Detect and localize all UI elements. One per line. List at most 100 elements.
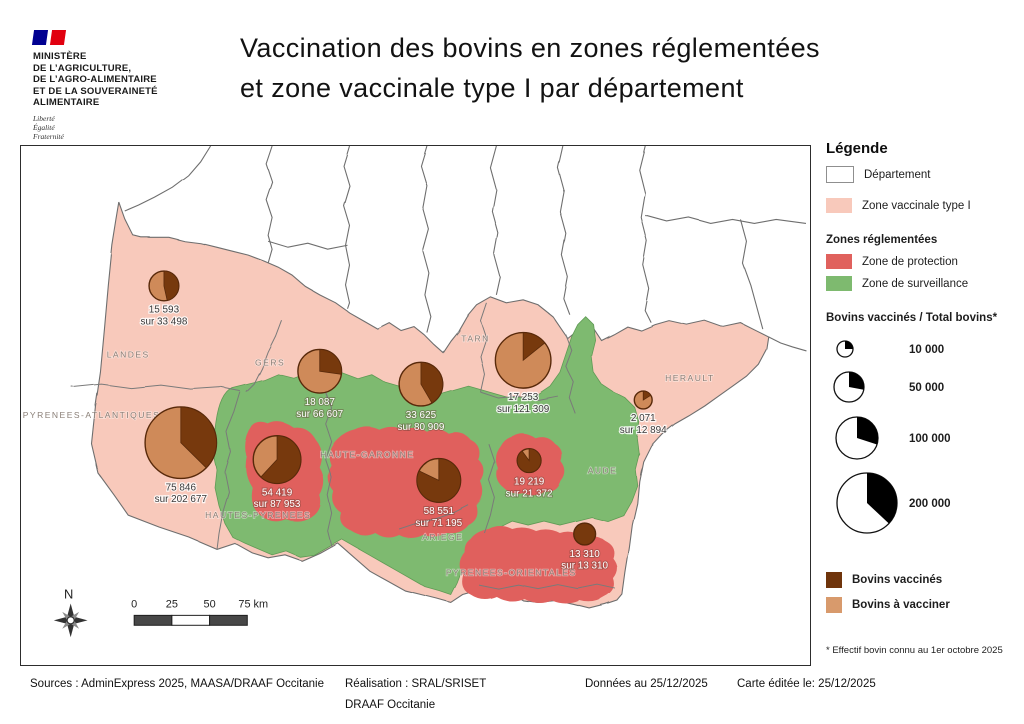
pie-value: 33 625	[406, 410, 437, 421]
department-label: HAUTE-GARONNE	[320, 450, 414, 460]
pie-vaccinated-wedge	[416, 458, 462, 503]
scale-bar: 0 25 50 75 km	[131, 598, 268, 626]
pie-total: sur 12 894	[620, 425, 667, 436]
white-department-borders	[125, 145, 807, 351]
pie-total: sur 121 309	[497, 404, 550, 415]
footer-realisation-1: Réalisation : SRAL/SRISET	[345, 678, 487, 690]
blob-protection-central	[328, 426, 485, 538]
ministry-logo: MINISTÈRE DE L’AGRICULTURE, DE L’AGRO-AL…	[31, 30, 223, 141]
department-label: LANDES	[107, 349, 150, 359]
pie-value: 54 419	[262, 487, 293, 498]
legend-item-bovins-a-vacciner: Bovins à vacciner	[826, 597, 950, 613]
legend-size-title: Bovins vaccinés / Total bovins*	[826, 312, 998, 324]
size-circle-label: 200 000	[909, 498, 951, 510]
legend-item-zone-vaccinale: Zone vaccinale type I	[826, 198, 971, 213]
pie-vaccinated-wedge	[260, 435, 302, 484]
zone-protection-swatch	[826, 254, 852, 269]
size-legend: 10 000 50 000 100 000 200 000	[833, 340, 951, 534]
pie-vaccinated-wedge	[522, 332, 546, 362]
bovins-a-vacciner-swatch	[826, 597, 842, 613]
ministry-line: MINISTÈRE	[33, 51, 87, 62]
french-flag-icon	[31, 30, 67, 45]
pie-total: sur 21 372	[506, 488, 553, 499]
map-frame: LANDES GERS TARN HERAULT PYRENEES-ATLANTIQUE…	[20, 145, 811, 666]
pie-total: sur 33 498	[141, 317, 188, 328]
footer-realisation-2: DRAAF Occitanie	[345, 699, 436, 711]
legend: Légende Département Zone vaccinale type …	[824, 140, 1022, 670]
legend-title: Légende	[826, 140, 888, 157]
map-canvas: LANDES GERS TARN HERAULT PYRENEES-ATLANTIQUE…	[22, 145, 807, 638]
title-line-2: et zone vaccinale type I par département	[240, 73, 744, 103]
department-labels: LANDES GERS TARN HERAULT PYRENEES-ATLANTIQUE…	[22, 333, 715, 579]
footer-carte-editee: Carte éditée le: 25/12/2025	[737, 678, 876, 690]
pie-vaccinated-wedge	[516, 448, 542, 473]
department-label: ARIEGE	[422, 532, 463, 542]
legend-reglementees-title: Zones réglementées	[826, 234, 938, 246]
size-circle-label: 10 000	[909, 344, 944, 356]
pie-value: 75 846	[166, 482, 197, 493]
pie-total: sur 66 607	[296, 409, 343, 420]
department-label: GERS	[255, 357, 285, 367]
department-label: HAUTES-PYRENEES	[205, 510, 311, 520]
pie-value: 2 071	[631, 413, 656, 424]
legend-item-protection: Zone de protection	[826, 254, 958, 269]
department-label: AUDE	[588, 465, 618, 475]
title-line-1: Vaccination des bovins en zones réglemen…	[240, 33, 820, 63]
pie-total: sur 13 310	[561, 561, 608, 572]
legend-item-surveillance: Zone de surveillance	[826, 276, 968, 291]
pie-vaccinated-wedge	[163, 270, 180, 301]
pie-vaccinated-wedge	[642, 390, 652, 401]
footer-donnees: Données au 25/12/2025	[585, 678, 708, 690]
pie-total: sur 80 909	[398, 422, 445, 433]
size-circle-label: 100 000	[909, 433, 951, 445]
department-label: PYRENEES-ATLANTIQUES	[23, 410, 160, 420]
size-circle-wedge	[845, 341, 853, 349]
pie-base	[573, 522, 597, 546]
footer-sources: Sources : AdminExpress 2025, MAASA/DRAAF…	[30, 678, 325, 690]
department-label: TARN	[461, 333, 490, 343]
size-circle-wedge	[857, 417, 878, 445]
pie-vaccinated-wedge	[319, 349, 342, 375]
scale-tick-25: 25	[166, 598, 178, 610]
ministry-line: ALIMENTAIRE	[33, 97, 100, 108]
zone-vaccinale-swatch	[826, 198, 852, 213]
zone-surveillance-swatch	[826, 276, 852, 291]
pie-value: 15 593	[149, 305, 180, 316]
bovins-vaccines-swatch	[826, 572, 842, 588]
ministry-line: DE L’AGRICULTURE,	[33, 62, 132, 74]
pie-value: 13 310	[570, 549, 601, 560]
department-label: HERAULT	[665, 373, 715, 383]
pie-value: 19 219	[514, 476, 545, 487]
departement-swatch	[826, 166, 854, 183]
ministry-line: DE L’AGRO-ALIMENTAIRE	[33, 74, 157, 85]
compass-north-label: N	[64, 586, 73, 601]
pie-value: 17 253	[508, 392, 539, 403]
scale-tick-50: 50	[204, 598, 216, 610]
pie-value: 58 551	[424, 506, 455, 517]
scale-tick-0: 0	[131, 598, 137, 610]
legend-item-departement: Département	[826, 166, 930, 183]
pie-value: 18 087	[305, 397, 336, 408]
blob-protection-pyrenees-orientales	[459, 526, 618, 604]
pie-vaccinated-wedge	[420, 361, 444, 404]
pie-total: sur 87 953	[254, 499, 301, 510]
pie-total: sur 202 677	[155, 494, 208, 505]
size-circle-wedge	[849, 372, 864, 390]
department-label: PYRENEES-ORIENTALES	[446, 568, 577, 578]
compass-rose-icon	[53, 603, 88, 638]
ministry-line: ET DE LA SOUVERAINETÉ	[33, 85, 158, 97]
pie-vaccinated-wedge	[180, 406, 217, 469]
pie-total: sur 71 195	[415, 518, 462, 529]
page-title: Vaccination des bovins en zones réglemen…	[240, 28, 1000, 108]
